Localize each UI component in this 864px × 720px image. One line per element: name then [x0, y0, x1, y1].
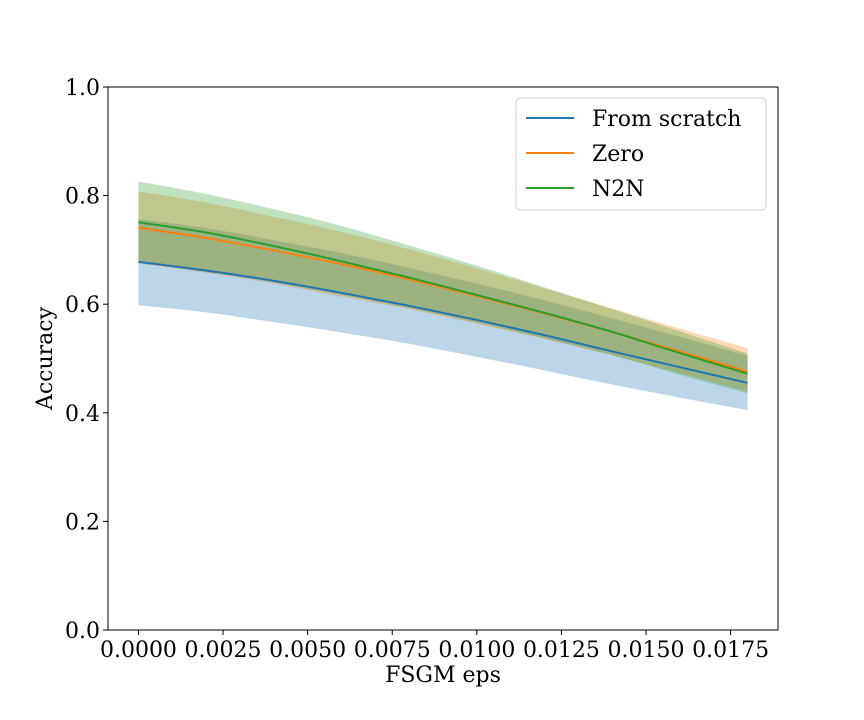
plot-frame	[107, 86, 779, 631]
legend-label-n2n: N2N	[592, 177, 645, 202]
line-n2n	[138, 221, 748, 375]
x-tick-label: 0.0075	[354, 638, 431, 663]
y-tick-label: 0.8	[65, 185, 100, 210]
line-from-scratch	[138, 260, 748, 384]
x-tick-label: 0.0125	[523, 638, 600, 663]
x-tick-label: 0.0175	[692, 638, 769, 663]
y-tick-label: 0.4	[65, 402, 100, 427]
x-axis-label: FSGM eps	[385, 663, 501, 688]
x-axis: 0.0000 0.0025 0.0050 0.0075 0.0100 0.0125 0.01…	[100, 630, 769, 663]
legend-label-from-scratch: From scratch	[592, 107, 741, 132]
y-axis-label: Accuracy	[33, 306, 58, 411]
x-tick-label: 0.0025	[185, 638, 262, 663]
legend-label-zero: Zero	[592, 142, 644, 167]
x-tick-label: 0.0000	[100, 638, 177, 663]
x-tick-label: 0.0050	[269, 638, 346, 663]
x-tick-label: 0.0150	[608, 638, 685, 663]
y-tick-label: 0.6	[65, 293, 100, 318]
y-axis: 0.0 0.2 0.4 0.6 0.8 1.0	[65, 76, 108, 644]
y-tick-label: 1.0	[65, 76, 100, 101]
confidence-bands	[138, 181, 748, 411]
legend-box	[515, 97, 767, 211]
x-tick-label: 0.0100	[438, 638, 515, 663]
series-lines	[138, 221, 748, 384]
y-tick-label: 0.0	[65, 619, 100, 644]
y-tick-label: 0.2	[65, 510, 100, 535]
legend: From scratch Zero N2N	[515, 97, 767, 211]
band-from-scratch	[138, 218, 748, 411]
band-zero	[138, 191, 748, 392]
